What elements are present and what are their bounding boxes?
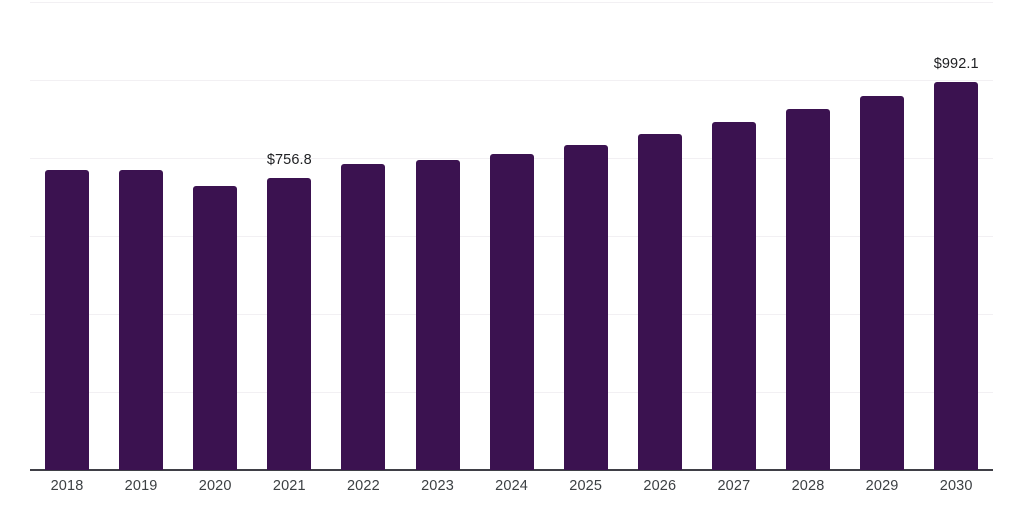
bar-group[interactable] — [119, 0, 164, 470]
bar[interactable] — [489, 154, 534, 470]
bar-group[interactable] — [711, 0, 756, 470]
x-tick-label: 2020 — [198, 478, 232, 494]
x-tick-label: 2023 — [421, 478, 454, 494]
bar-group[interactable] — [45, 0, 89, 470]
bar-group[interactable] — [637, 0, 682, 470]
bar-group[interactable]: $756.8 — [266, 0, 312, 470]
bar[interactable] — [637, 134, 682, 470]
bar-value-label: $756.8 — [266, 152, 312, 168]
bar[interactable] — [341, 164, 386, 470]
bar-group[interactable] — [786, 0, 830, 470]
bar[interactable] — [267, 178, 312, 470]
bar-group[interactable] — [193, 0, 238, 470]
bar-group[interactable] — [489, 0, 534, 470]
bar[interactable] — [860, 96, 905, 470]
x-axis-line — [30, 469, 993, 471]
x-tick-label: 2026 — [643, 478, 677, 494]
x-tick-label: 2021 — [272, 478, 306, 494]
bar[interactable] — [119, 170, 164, 470]
x-tick-label: 2028 — [791, 478, 825, 494]
bar-group[interactable]: $992.1 — [933, 0, 979, 470]
x-tick-label: 2024 — [495, 478, 529, 494]
bar-group[interactable] — [415, 0, 460, 470]
x-tick-label: 2022 — [346, 478, 380, 494]
x-tick-label: 2027 — [717, 478, 751, 494]
bar-group[interactable] — [563, 0, 608, 470]
bar[interactable] — [563, 145, 608, 470]
x-tick-label: 2025 — [569, 478, 603, 494]
bars-layer: $756.8 $992.1 — [30, 0, 993, 470]
x-tick-label: 2029 — [865, 478, 899, 494]
bar[interactable] — [786, 109, 830, 470]
x-tick-label: 2030 — [939, 478, 973, 494]
x-tick-label: 2019 — [124, 478, 158, 494]
bar[interactable] — [711, 122, 756, 470]
x-axis-labels: 2018 2019 2020 2021 2022 2023 2024 2025 2026 2027… — [30, 478, 993, 512]
x-tick-label: 2018 — [50, 478, 84, 494]
bar[interactable] — [45, 170, 89, 470]
bar-value-label: $992.1 — [933, 56, 979, 72]
bar[interactable] — [934, 82, 979, 470]
bar-group[interactable] — [860, 0, 905, 470]
bar[interactable] — [415, 160, 460, 470]
bar[interactable] — [193, 186, 238, 470]
bar-group[interactable] — [341, 0, 386, 470]
